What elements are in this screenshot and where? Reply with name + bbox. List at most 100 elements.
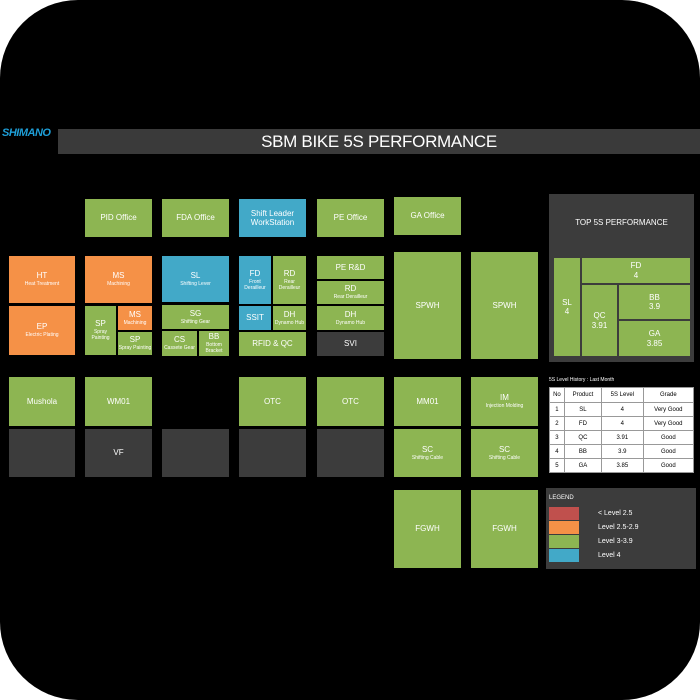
table-cell: 4	[549, 444, 565, 459]
area-sg[interactable]: SG Shifting Gear	[162, 305, 229, 329]
area-dh[interactable]: DH Dynamo Hub	[273, 306, 306, 330]
top5s-value: 4	[633, 270, 639, 280]
area-code: WM01	[106, 396, 131, 406]
area-code: OTC	[342, 396, 359, 406]
area-code: SG	[189, 308, 202, 318]
title-bar: SBM BIKE 5S PERFORMANCE	[58, 129, 700, 154]
table-cell: Good	[642, 444, 695, 459]
area-otc-1[interactable]: OTC	[239, 377, 306, 426]
area-ms-small[interactable]: MS Machining	[118, 306, 152, 330]
area-bb[interactable]: BB Bottom Bracket	[199, 331, 229, 356]
table-row: 4 BB 3.9 Good	[549, 444, 695, 459]
area-code: SP	[95, 319, 106, 329]
office-label: FDA Office	[176, 213, 215, 223]
top5s-item-bb[interactable]: BB 3.9	[619, 285, 690, 319]
area-fd[interactable]: FD Front Derailleur	[239, 256, 271, 304]
history-header: 5S Level	[600, 387, 644, 403]
table-cell: SL	[563, 402, 602, 417]
table-row: 5 GA 3.85 Good	[549, 458, 695, 473]
legend-label: < Level 2.5	[598, 510, 633, 517]
legend-label: Level 3-3.9	[598, 538, 633, 545]
area-wm01[interactable]: WM01	[85, 377, 152, 426]
top5s-item-ga[interactable]: GA 3.85	[619, 321, 690, 356]
area-code: DH	[283, 309, 296, 319]
top5s-name: FD	[630, 261, 642, 271]
office-shift-leader[interactable]: Shift Leader WorkStation	[239, 199, 306, 237]
top5s-item-fd[interactable]: FD 4	[582, 258, 690, 283]
area-sc-2[interactable]: SC Shifting Cable	[471, 429, 538, 477]
area-code: FGWH	[415, 524, 440, 534]
area-name: Spray Painting	[91, 329, 110, 342]
area-empty-1	[9, 429, 75, 477]
area-rfid-qc[interactable]: RFID & QC	[239, 332, 306, 356]
area-rd[interactable]: RD Rear Derailleur	[273, 256, 306, 304]
area-name: Shifting Cable	[488, 454, 521, 461]
area-ssit[interactable]: SSIT	[239, 306, 271, 330]
table-row: 2 FD 4 Very Good	[549, 416, 695, 431]
area-mushola[interactable]: Mushola	[9, 377, 75, 426]
legend-title: LEGEND	[549, 495, 574, 501]
history-header: Grade	[642, 387, 695, 403]
area-vf[interactable]: VF	[85, 429, 152, 477]
table-cell: Very Good	[642, 402, 695, 417]
area-code: MS	[129, 309, 141, 319]
area-name: Shifting Cable	[411, 454, 444, 461]
table-cell: 3.85	[600, 458, 644, 473]
top5s-value: 4	[564, 307, 570, 316]
office-pid[interactable]: PID Office	[85, 199, 152, 237]
office-label: PID Office	[100, 213, 137, 223]
office-label: Shift Leader WorkStation	[250, 208, 295, 227]
area-mm01[interactable]: MM01	[394, 377, 461, 426]
top5s-item-sl[interactable]: SL 4	[554, 258, 580, 356]
top5s-item-qc[interactable]: QC 3.91	[582, 285, 617, 356]
table-cell: 3.9	[600, 444, 644, 459]
office-pe[interactable]: PE Office	[317, 199, 384, 237]
area-empty-3	[239, 429, 306, 477]
area-spwh-2[interactable]: SPWH	[471, 252, 538, 359]
area-name: Cassete Gear	[164, 345, 195, 352]
area-spwh-1[interactable]: SPWH	[394, 252, 461, 359]
area-cs[interactable]: CS Cassete Gear	[162, 331, 197, 356]
area-ep[interactable]: EP Electric Plating	[9, 306, 75, 355]
table-cell: 5	[549, 458, 565, 473]
area-name: Front Derailleur	[244, 278, 266, 291]
area-code: HT	[36, 271, 48, 281]
area-name: Rear Derailleur	[278, 278, 301, 291]
office-fda[interactable]: FDA Office	[162, 199, 229, 237]
area-code: BB	[208, 332, 220, 342]
table-cell: 4	[600, 402, 644, 417]
top5s-value: 3.91	[591, 320, 608, 330]
area-fgwh-2[interactable]: FGWH	[471, 490, 538, 568]
shimano-logo: SHIMANO	[2, 127, 51, 139]
area-sp[interactable]: SP Spray Painting	[85, 306, 116, 355]
area-empty-4	[317, 429, 384, 477]
area-im[interactable]: IM Injection Molding	[471, 377, 538, 426]
history-table: No Product 5S Level Grade 1 SL 4 Very Good …	[549, 387, 695, 473]
top5s-name: SL	[562, 297, 572, 307]
area-svi[interactable]: SVI	[317, 332, 384, 356]
area-sc-1[interactable]: SC Shifting Cable	[394, 429, 461, 477]
area-ht[interactable]: HT Heat Treatment	[9, 256, 75, 303]
area-name: Injection Molding	[485, 403, 524, 410]
area-sl[interactable]: SL Shifting Lever	[162, 256, 229, 302]
area-code: Mushola	[26, 396, 58, 406]
area-code: EP	[36, 322, 48, 332]
area-ms[interactable]: MS Machining	[85, 256, 152, 303]
area-otc-2[interactable]: OTC	[317, 377, 384, 426]
table-cell: BB	[563, 444, 602, 459]
area-code: SC	[421, 444, 434, 454]
area-sp-small[interactable]: SP Spray Painting	[118, 332, 152, 355]
table-cell: FD	[563, 416, 602, 431]
area-name: Rear Derailleur	[333, 294, 368, 301]
area-code: SSIT	[246, 313, 264, 323]
legend-label: Level 2.5-2.9	[598, 524, 639, 531]
area-dh-2[interactable]: DH Dynamo Hub	[317, 306, 384, 330]
area-code: PE R&D	[335, 262, 366, 272]
page-title: SBM BIKE 5S PERFORMANCE	[261, 132, 497, 151]
office-ga[interactable]: GA Office	[394, 197, 461, 235]
area-pe-rnd[interactable]: PE R&D	[317, 256, 384, 279]
area-fgwh-1[interactable]: FGWH	[394, 490, 461, 568]
area-code: SC	[498, 444, 511, 454]
area-rd-2[interactable]: RD Rear Derailleur	[317, 281, 384, 304]
top5s-name: BB	[649, 292, 660, 302]
